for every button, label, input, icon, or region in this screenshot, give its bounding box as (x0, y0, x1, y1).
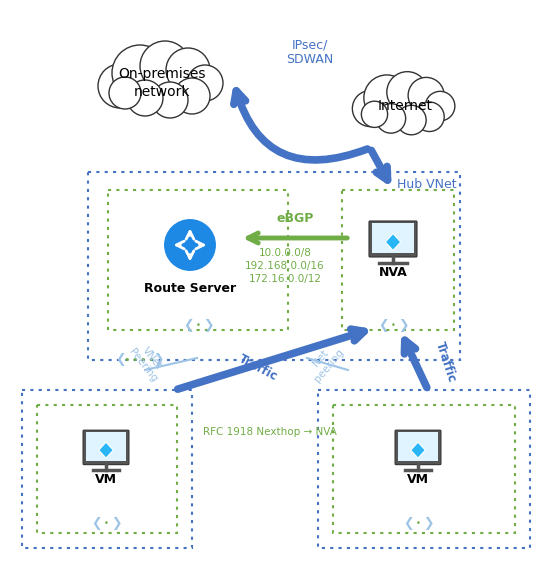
Polygon shape (411, 442, 425, 458)
Text: ❯: ❯ (423, 517, 433, 529)
Text: •: • (124, 355, 130, 365)
Text: Hub VNet: Hub VNet (397, 178, 457, 191)
Circle shape (152, 82, 188, 118)
Text: ❯: ❯ (153, 354, 163, 367)
Circle shape (425, 91, 455, 121)
Circle shape (364, 75, 410, 121)
Text: ❮: ❮ (91, 517, 101, 529)
Text: Net
peering: Net peering (304, 340, 346, 384)
Bar (398, 432, 438, 460)
Circle shape (353, 91, 388, 127)
Bar (372, 223, 414, 253)
Text: •: • (148, 355, 154, 365)
Text: VM: VM (95, 473, 117, 486)
Bar (37, 405, 177, 533)
Bar (22, 390, 192, 548)
Circle shape (174, 78, 210, 114)
Text: •: • (103, 518, 108, 528)
Text: On-premises
network: On-premises network (118, 67, 206, 99)
Text: ❮: ❮ (183, 320, 193, 332)
Text: •: • (390, 321, 395, 331)
Bar (88, 172, 460, 360)
Text: •: • (140, 355, 146, 365)
FancyBboxPatch shape (395, 430, 441, 464)
Circle shape (361, 101, 388, 127)
Text: •: • (416, 518, 420, 528)
Text: •: • (132, 355, 138, 365)
Circle shape (187, 65, 223, 101)
Text: ❯: ❯ (111, 517, 121, 529)
Text: 10.0.0.0/8
192.168.0.0/16
172.16.0.0/12: 10.0.0.0/8 192.168.0.0/16 172.16.0.0/12 (245, 248, 325, 284)
Text: VNet
Peering: VNet Peering (128, 340, 169, 384)
Text: ❮: ❮ (403, 517, 413, 529)
Text: ❯: ❯ (203, 320, 213, 332)
Text: Traffic: Traffic (433, 340, 458, 384)
Bar (318, 390, 530, 548)
Circle shape (98, 64, 142, 108)
Circle shape (415, 102, 444, 131)
Circle shape (408, 77, 444, 114)
Circle shape (163, 218, 217, 272)
Circle shape (166, 48, 210, 92)
Polygon shape (98, 442, 113, 458)
Bar (86, 432, 126, 460)
Text: Route Server: Route Server (144, 282, 236, 295)
Text: VM: VM (407, 473, 429, 486)
Text: Traffic: Traffic (236, 352, 280, 383)
Polygon shape (386, 234, 401, 250)
Text: eBGP: eBGP (276, 212, 314, 225)
Circle shape (127, 80, 163, 116)
Text: •: • (196, 321, 200, 331)
Bar (333, 405, 515, 533)
Circle shape (397, 105, 426, 135)
Bar (108, 190, 288, 330)
Text: ❮: ❮ (378, 320, 388, 332)
FancyBboxPatch shape (83, 430, 129, 464)
Circle shape (387, 72, 428, 113)
Circle shape (376, 104, 406, 133)
Circle shape (112, 45, 168, 101)
Text: Internet: Internet (377, 99, 432, 113)
Text: ❯: ❯ (398, 320, 408, 332)
FancyBboxPatch shape (369, 221, 417, 257)
Circle shape (109, 77, 141, 109)
Text: NVA: NVA (378, 266, 408, 279)
Bar (342, 190, 454, 330)
Text: ❮: ❮ (115, 354, 125, 367)
Circle shape (140, 41, 190, 91)
Text: IPsec/
SDWAN: IPsec/ SDWAN (287, 38, 334, 66)
Text: RFC 1918 Nexthop → NVA: RFC 1918 Nexthop → NVA (203, 427, 337, 437)
